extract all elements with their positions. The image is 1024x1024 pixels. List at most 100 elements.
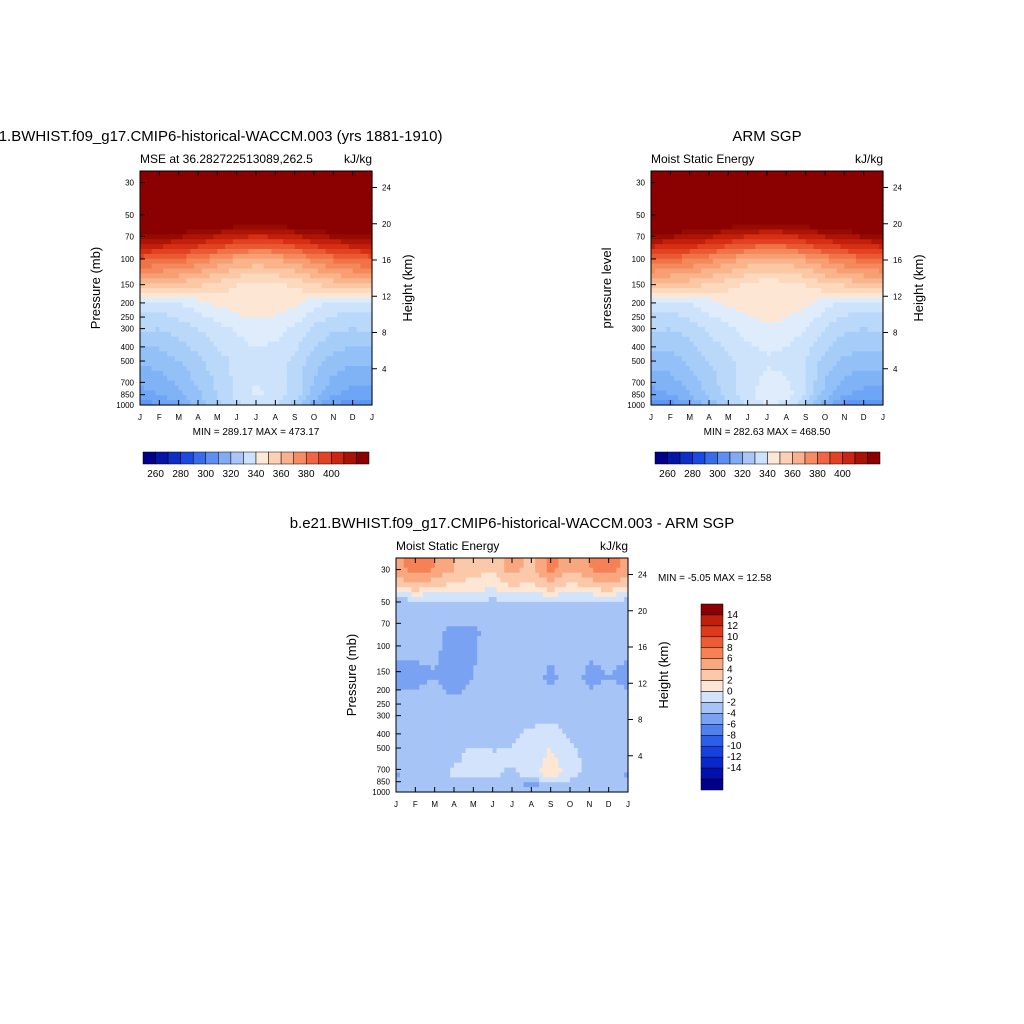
contour-cell	[205, 244, 211, 250]
contour-cell	[356, 322, 361, 328]
contour-cell	[743, 253, 749, 260]
contour-cell	[283, 263, 288, 270]
contour-cell	[213, 370, 218, 377]
contour-cell	[651, 214, 656, 221]
contour-cell	[678, 288, 683, 294]
contour-cell	[732, 312, 737, 318]
contour-cell	[321, 380, 327, 387]
contour-cell	[790, 171, 795, 177]
contour-cell	[143, 312, 149, 318]
contour-cell	[732, 171, 737, 177]
contour-cell	[651, 210, 656, 216]
contour-cell	[356, 341, 361, 348]
contour-cell	[263, 185, 269, 192]
contour-cell	[147, 351, 153, 357]
contour-cell	[786, 327, 791, 333]
contour-cell	[662, 200, 668, 206]
contour-cell	[732, 283, 737, 289]
contour-cell	[317, 273, 323, 279]
contour-cell	[228, 375, 234, 382]
contour-cell	[364, 400, 369, 406]
contour-cell	[147, 292, 153, 299]
contour-cell	[681, 234, 687, 240]
contour-cell	[225, 190, 230, 196]
contour-cell	[863, 258, 869, 265]
contour-cell	[256, 375, 261, 382]
contour-cell	[205, 317, 211, 323]
contour-cell	[236, 263, 242, 270]
contour-cell	[190, 370, 195, 377]
contour-cell	[813, 292, 818, 299]
contour-cell	[743, 195, 749, 201]
contour-cell	[809, 239, 814, 245]
contour-cell	[852, 253, 857, 260]
contour-cell	[337, 175, 342, 182]
contour-cell	[267, 317, 273, 323]
contour-cell	[709, 312, 714, 318]
contour-cell	[674, 190, 679, 196]
contour-cell	[782, 253, 787, 260]
contour-cell	[786, 263, 791, 270]
contour-cell	[306, 312, 311, 318]
contour-cell	[356, 385, 361, 391]
contour-cell	[356, 356, 361, 362]
contour-cell	[666, 200, 671, 206]
contour-cell	[871, 195, 876, 201]
contour-cell	[685, 302, 691, 309]
contour-cell	[228, 400, 234, 406]
contour-cell	[263, 302, 269, 309]
contour-cell	[852, 224, 857, 231]
contour-cell	[801, 185, 807, 192]
contour-cell	[658, 175, 664, 182]
contour-cell	[143, 336, 149, 343]
contour-cell	[236, 351, 242, 357]
contour-cell	[825, 210, 830, 216]
contour-cell	[151, 239, 157, 245]
contour-cell	[778, 244, 784, 250]
contour-cell	[755, 175, 760, 182]
contour-cell	[186, 385, 191, 391]
contour-cell	[221, 370, 226, 377]
contour-cell	[329, 268, 334, 274]
contour-cell	[159, 190, 164, 196]
contour-cell	[341, 244, 346, 250]
contour-cell	[275, 400, 280, 406]
contour-cell	[147, 322, 153, 328]
contour-cell	[151, 336, 157, 343]
contour-cell	[182, 400, 187, 406]
contour-cell	[712, 234, 718, 240]
contour-cell	[844, 210, 849, 216]
contour-cell	[368, 214, 373, 221]
contour-cell	[317, 361, 323, 367]
contour-cell	[201, 180, 207, 187]
contour-cell	[763, 322, 768, 328]
contour-cell	[755, 253, 760, 260]
contour-cell	[170, 395, 176, 401]
contour-cell	[244, 171, 249, 177]
contour-cell	[221, 263, 226, 270]
contour-cell	[283, 180, 288, 187]
contour-cell	[348, 190, 354, 196]
contour-cell	[271, 258, 276, 265]
contour-cell	[155, 395, 160, 401]
contour-cell	[286, 171, 292, 177]
contour-cell	[252, 171, 257, 177]
contour-cell	[666, 312, 671, 318]
contour-cell	[314, 258, 319, 265]
contour-cell	[240, 395, 245, 401]
contour-cell	[302, 307, 307, 313]
contour-cell	[310, 302, 315, 309]
contour-cell	[290, 258, 296, 265]
contour-cell	[836, 190, 842, 196]
contour-cell	[221, 361, 226, 367]
contour-cell	[724, 219, 729, 226]
contour-cell	[678, 283, 683, 289]
contour-cell	[739, 205, 745, 211]
contour-cell	[213, 356, 218, 362]
contour-cell	[321, 292, 327, 299]
contour-cell	[271, 331, 276, 338]
contour-cell	[782, 175, 787, 182]
contour-cell	[855, 239, 861, 245]
contour-cell	[852, 205, 857, 211]
contour-cell	[797, 239, 803, 245]
